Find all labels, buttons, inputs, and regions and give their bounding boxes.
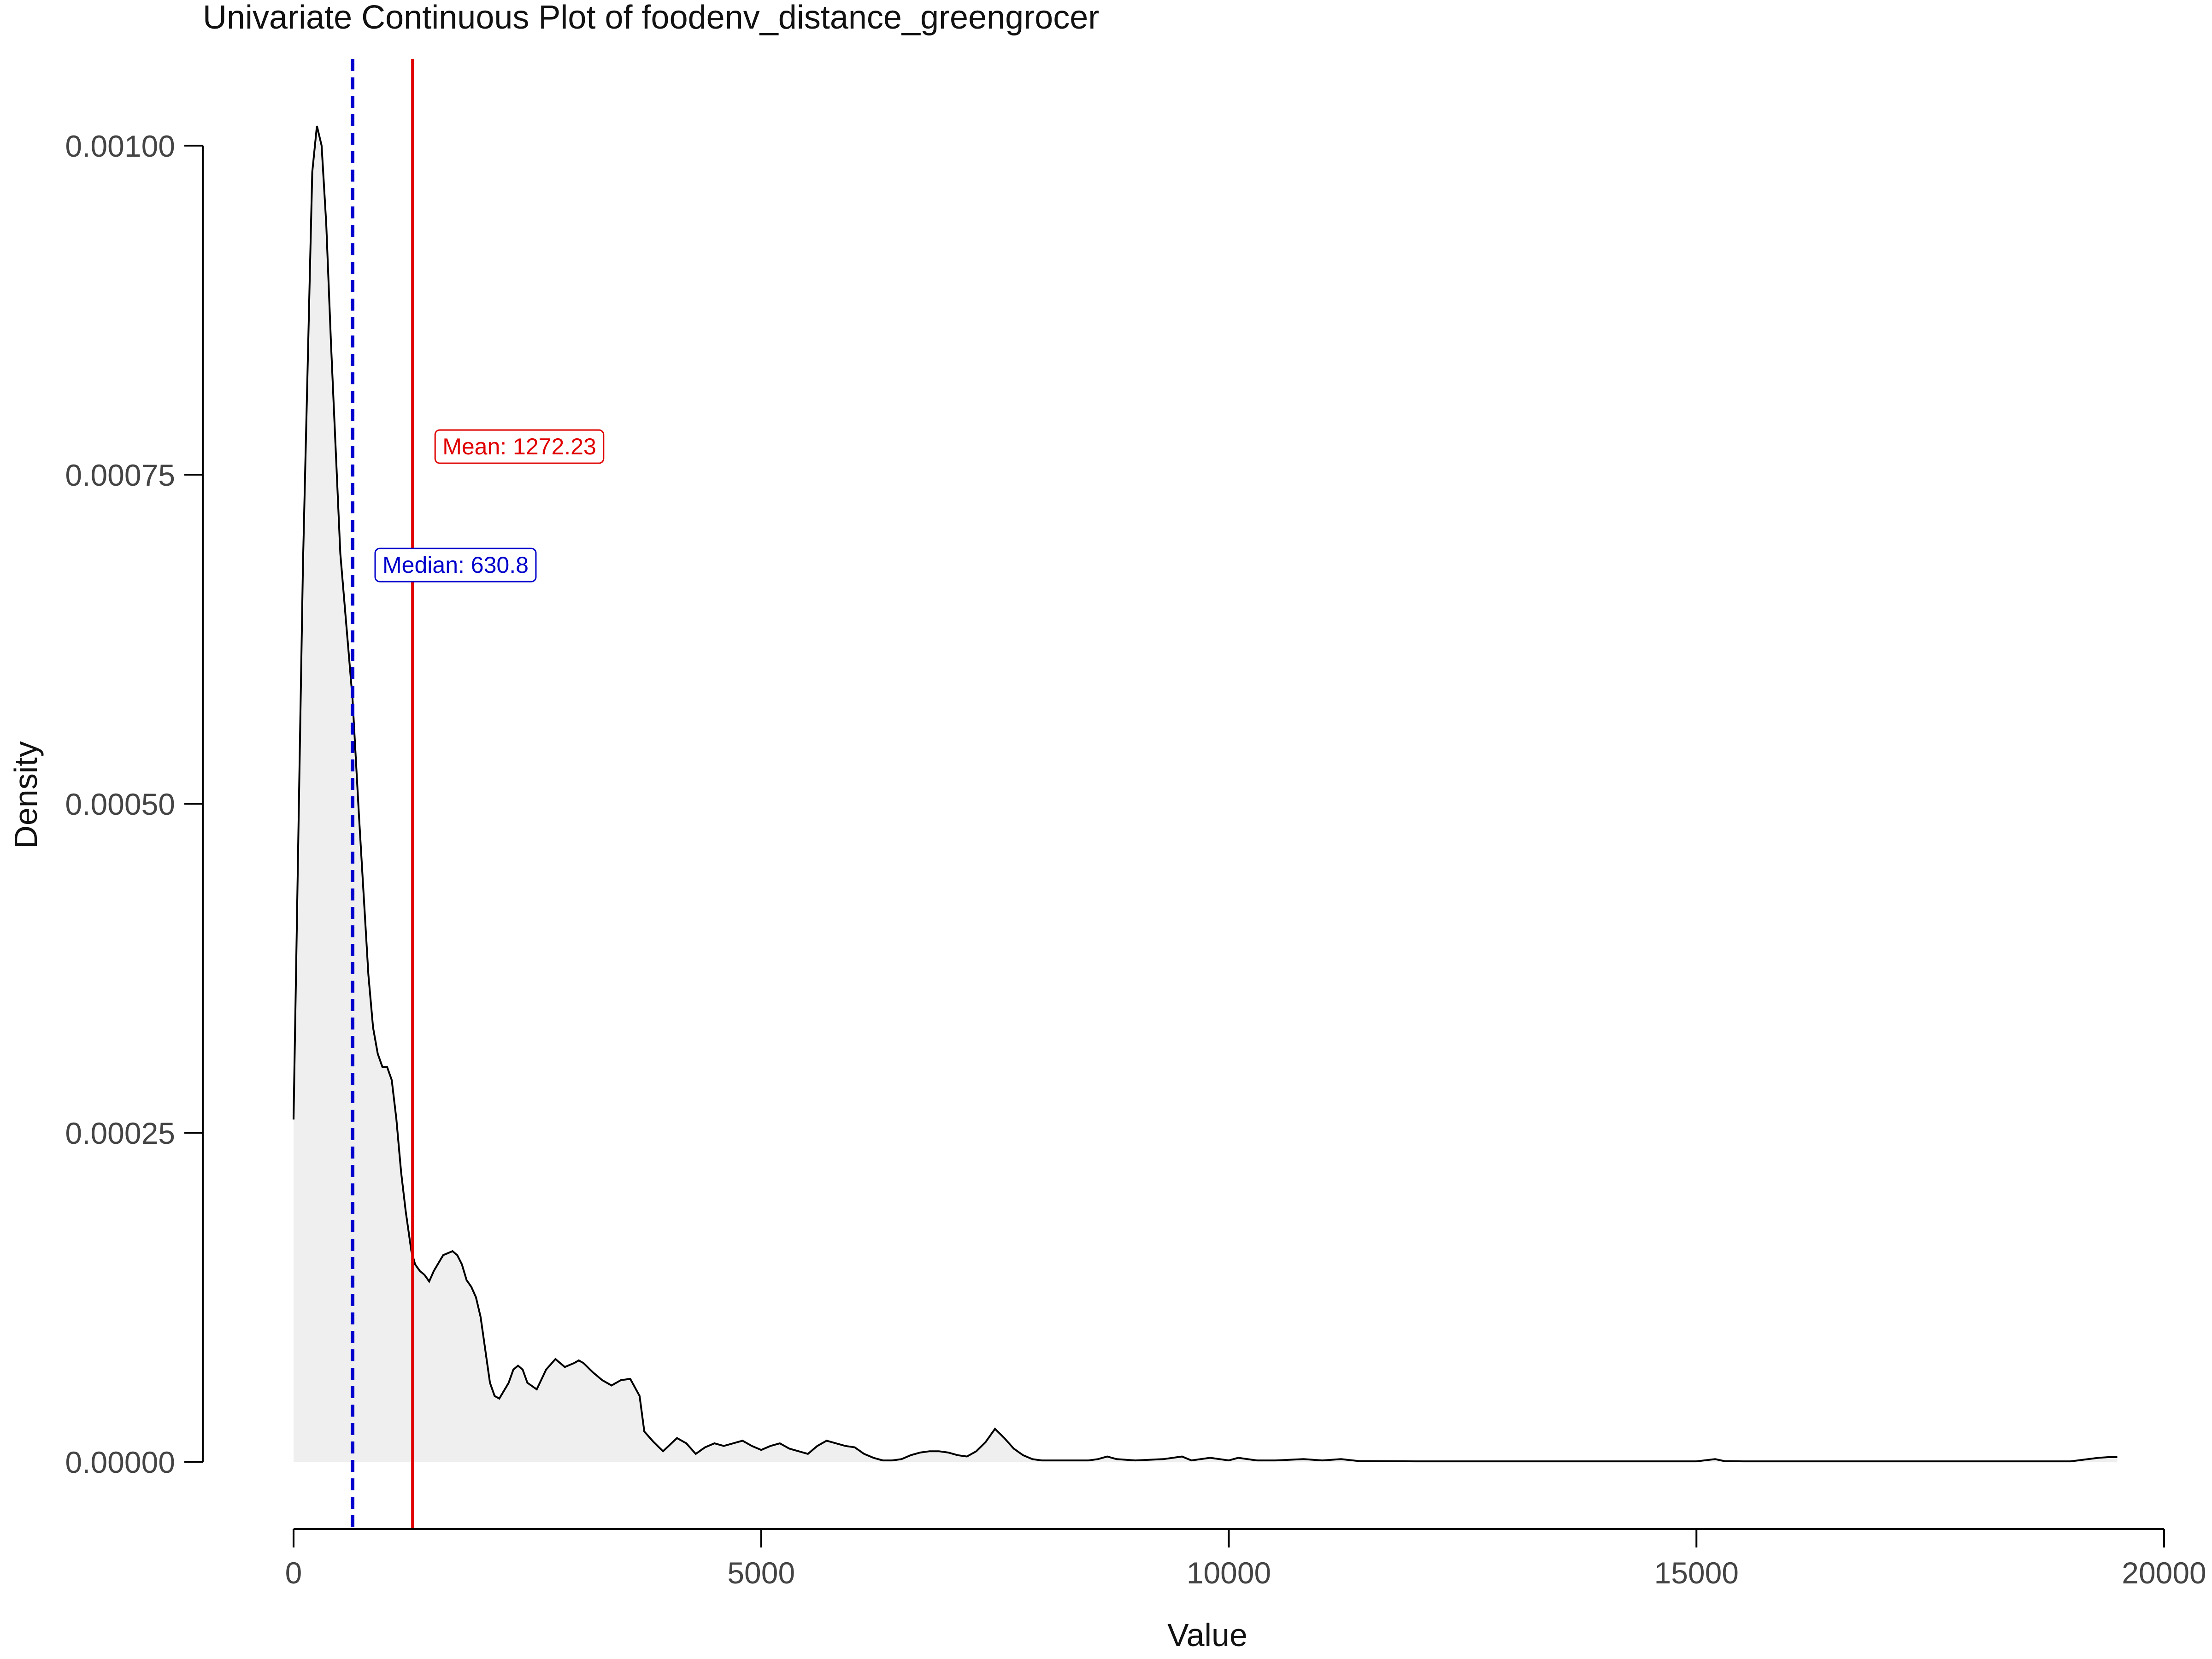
x-tick-label: 15000 — [1654, 1556, 1739, 1590]
chart-title: Univariate Continuous Plot of foodenv_di… — [203, 0, 1099, 36]
x-tick-label: 5000 — [727, 1556, 795, 1590]
y-axis: 0.00000 0.00025 0.00050 0.00075 0.00100 — [65, 129, 204, 1479]
x-axis-label: Value — [1167, 1617, 1247, 1653]
density-area — [294, 126, 2118, 1462]
x-tick-label: 10000 — [1187, 1556, 1271, 1590]
density-line — [293, 125, 2118, 1463]
y-tick-label: 0.00000 — [65, 1445, 175, 1479]
annotation-box — [374, 547, 537, 582]
y-tick-label: 0.00100 — [65, 129, 175, 163]
annotation-labels: Mean: 1272.23 Median: 630.8 — [374, 429, 605, 582]
plot-area — [293, 59, 2118, 1529]
annotation-text: Mean: 1272.23 — [442, 434, 596, 459]
y-tick-label: 0.00075 — [65, 458, 175, 492]
x-tick-label: 20000 — [2122, 1556, 2206, 1590]
y-tick-label: 0.00050 — [65, 787, 175, 821]
mean-label: Mean: 1272.23 — [434, 429, 605, 464]
annotation-box — [434, 429, 605, 464]
y-axis-label: Density — [8, 741, 44, 848]
x-tick-label: 0 — [285, 1556, 302, 1590]
median-label: Median: 630.8 — [374, 547, 537, 582]
annotation-text: Median: 630.8 — [382, 552, 529, 578]
x-axis: 0 5000 10000 15000 20000 — [285, 1528, 2206, 1590]
reference-lines — [351, 59, 414, 1529]
y-tick-label: 0.00025 — [65, 1116, 175, 1150]
